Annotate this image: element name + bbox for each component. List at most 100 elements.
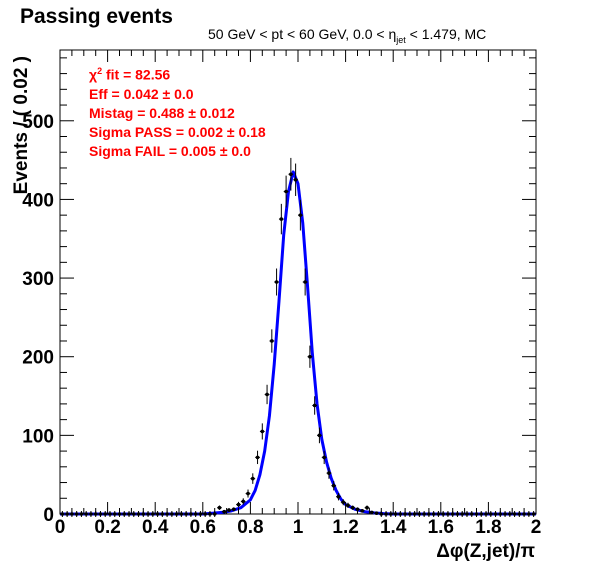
data-point: [440, 511, 446, 517]
data-point: [393, 511, 398, 517]
data-point: [245, 489, 251, 498]
data-point: [202, 511, 208, 517]
data-point: [264, 384, 270, 405]
data-marker: [184, 512, 188, 516]
data-marker: [365, 505, 369, 510]
data-marker: [469, 512, 474, 516]
data-point: [79, 511, 84, 517]
data-marker: [350, 505, 355, 510]
data-point: [121, 511, 127, 517]
data-point: [231, 507, 237, 512]
data-point: [236, 501, 241, 508]
data-point: [374, 511, 379, 516]
data-marker: [84, 512, 88, 516]
y-tick-label: 300: [22, 269, 54, 290]
data-point: [383, 511, 389, 517]
data-marker: [360, 509, 365, 513]
data-marker: [284, 189, 288, 194]
data-marker: [289, 172, 293, 177]
data-point: [207, 511, 213, 517]
data-marker: [488, 512, 493, 516]
data-point: [183, 511, 189, 517]
data-point: [359, 509, 365, 513]
data-point: [298, 199, 303, 231]
data-marker: [398, 512, 403, 516]
data-marker: [160, 512, 165, 516]
data-marker: [341, 500, 346, 505]
chi2-prefix: χ: [89, 66, 98, 83]
data-marker: [246, 491, 250, 496]
data-marker: [512, 512, 517, 516]
y-axis-label: Events / ( 0.02 ): [11, 56, 32, 194]
data-marker: [193, 512, 198, 516]
data-point: [255, 450, 260, 465]
y-tick-label: 0: [43, 505, 54, 526]
data-marker: [346, 503, 350, 508]
data-point: [417, 511, 422, 517]
x-tick-label: 0: [55, 517, 66, 538]
data-point: [331, 480, 337, 491]
data-marker: [127, 512, 131, 516]
data-marker: [508, 512, 512, 516]
data-point: [345, 502, 351, 508]
data-point: [112, 511, 118, 517]
x-tick-label: 0.4: [142, 517, 169, 538]
data-marker: [236, 502, 241, 507]
subtitle-suffix: < 1.479, MC: [405, 26, 487, 42]
y-tick-label: 100: [22, 426, 54, 447]
data-point: [88, 511, 94, 517]
data-marker: [431, 512, 436, 516]
sigma-fail-line: Sigma FAIL = 0.005 ± 0.0: [89, 142, 251, 159]
data-marker: [98, 512, 103, 516]
data-marker: [217, 505, 222, 510]
data-point: [507, 511, 513, 517]
data-point: [412, 511, 417, 517]
data-marker: [270, 339, 274, 343]
data-point: [431, 511, 437, 517]
data-point: [174, 511, 179, 517]
data-marker: [293, 177, 298, 182]
data-point: [350, 505, 356, 510]
chi2-sup: 2: [97, 66, 103, 76]
data-point: [302, 268, 308, 296]
data-point: [131, 511, 137, 517]
data-point: [502, 511, 508, 517]
data-marker: [422, 512, 426, 516]
chart-title: Passing events: [20, 5, 173, 28]
data-marker: [203, 512, 207, 516]
data-marker: [412, 512, 417, 516]
data-marker: [389, 512, 393, 516]
data-point: [269, 329, 275, 353]
y-tick-label: 400: [22, 190, 54, 211]
data-marker: [112, 512, 117, 516]
chart-subtitle: 50 GeV < pt < 60 GeV, 0.0 < ηjet < 1.479…: [208, 26, 486, 45]
fit-curve: [60, 170, 536, 516]
subtitle-prefix: 50 GeV < pt < 60 GeV, 0.0 < η: [208, 26, 397, 42]
data-point: [274, 268, 279, 296]
data-point: [445, 511, 451, 517]
data-marker: [231, 507, 236, 512]
data-marker: [436, 512, 441, 516]
data-marker: [265, 392, 269, 397]
data-point: [102, 511, 108, 517]
data-marker: [384, 512, 388, 516]
data-point: [98, 511, 103, 517]
x-tick-label: 0.8: [237, 517, 263, 538]
data-point: [217, 505, 222, 510]
data-marker: [108, 512, 112, 516]
data-marker: [274, 280, 279, 284]
data-point: [407, 511, 413, 517]
data-marker: [369, 510, 374, 515]
data-point: [397, 511, 403, 517]
data-point: [459, 511, 465, 517]
data-point: [107, 511, 113, 517]
data-marker: [255, 455, 260, 460]
data-marker: [260, 429, 265, 434]
data-point: [259, 423, 265, 440]
data-point: [317, 427, 322, 444]
x-tick-label: 1.4: [380, 517, 407, 538]
data-marker: [303, 280, 307, 284]
data-marker: [465, 512, 469, 516]
data-marker: [446, 512, 450, 516]
